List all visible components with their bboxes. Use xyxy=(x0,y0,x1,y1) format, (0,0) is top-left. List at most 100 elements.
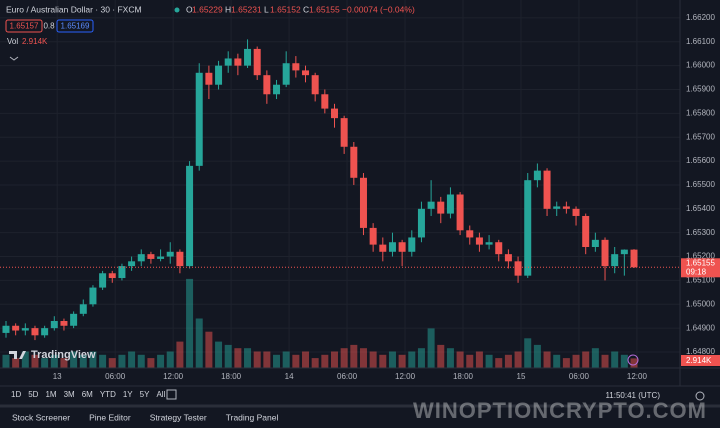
candle-body xyxy=(350,146,358,178)
calendar-icon[interactable] xyxy=(166,389,177,400)
volume-bar xyxy=(475,351,483,368)
candle-body xyxy=(562,206,570,209)
candle-body xyxy=(41,328,49,336)
volume-bar xyxy=(99,354,107,368)
candle-body xyxy=(495,242,503,255)
candle-body xyxy=(601,239,609,267)
candle-body xyxy=(2,325,10,333)
candle-body xyxy=(427,201,435,209)
volume-bar xyxy=(292,354,300,368)
volume-bar xyxy=(562,358,570,368)
settings-icon[interactable] xyxy=(695,391,705,401)
buy-box[interactable] xyxy=(56,19,94,33)
volume-bar xyxy=(244,348,252,368)
tab[interactable]: Stock Screener xyxy=(12,412,70,422)
range-button[interactable]: All xyxy=(156,390,165,399)
volume-bar xyxy=(601,354,609,368)
range-button[interactable]: 5D xyxy=(28,390,38,399)
y-tick-label: 1.65600 xyxy=(686,156,715,165)
y-tick-label: 1.65300 xyxy=(686,228,715,237)
candle-body xyxy=(543,170,551,209)
candle-body xyxy=(166,251,174,257)
candle-body xyxy=(89,287,97,305)
candle-body xyxy=(79,304,87,314)
ohlc-value: 1.65155 xyxy=(309,4,340,14)
volume-bar xyxy=(311,358,319,368)
candle-body xyxy=(504,254,512,262)
volume-bar xyxy=(234,348,242,368)
volume-bar xyxy=(572,354,580,368)
tab[interactable]: Trading Panel xyxy=(226,412,279,422)
candle-body xyxy=(224,58,232,66)
volume-bar xyxy=(495,358,503,368)
candle-body xyxy=(108,273,116,279)
volume-bar xyxy=(215,341,223,368)
volume-bar xyxy=(388,351,396,368)
buy-price[interactable]: 1.65169 xyxy=(61,22,90,31)
logo-icon xyxy=(9,351,26,359)
volume-bar xyxy=(21,351,29,368)
clock: 11:50:41 (UTC) xyxy=(605,391,660,400)
candle-body xyxy=(456,194,464,231)
candle-body xyxy=(524,180,532,276)
range-button[interactable]: 3M xyxy=(64,390,75,399)
range-button[interactable]: 1M xyxy=(45,390,56,399)
candle-body xyxy=(388,242,396,252)
volume-bar xyxy=(224,344,232,368)
y-tick-label: 1.64900 xyxy=(686,323,715,332)
candle-body xyxy=(99,273,107,288)
watermark: WINOPTIONCRYPTO.COM xyxy=(413,398,707,423)
countdown: 09:18 xyxy=(686,267,707,276)
volume-bar xyxy=(137,354,145,368)
volume-bar xyxy=(41,358,49,368)
volume-bar xyxy=(118,354,126,368)
volume-bar xyxy=(533,344,541,368)
candle-body xyxy=(572,208,580,216)
sell-box[interactable] xyxy=(5,19,43,33)
range-button[interactable]: 5Y xyxy=(140,390,150,399)
volume-bar xyxy=(620,354,628,368)
volume-bar xyxy=(379,354,387,368)
x-tick-label: 12:00 xyxy=(163,372,184,381)
range-button[interactable]: 1Y xyxy=(123,390,133,399)
volume-bar xyxy=(60,358,68,368)
tab[interactable]: Strategy Tester xyxy=(150,412,207,422)
candle-body xyxy=(12,325,20,331)
candle-body xyxy=(157,256,165,259)
ohlc-key: L xyxy=(264,4,269,14)
replay-icon[interactable] xyxy=(627,354,639,366)
candle-body xyxy=(253,48,261,76)
plot xyxy=(0,0,680,368)
volume-bar xyxy=(359,348,367,368)
candle-body xyxy=(244,48,252,66)
range-button[interactable]: YTD xyxy=(100,390,116,399)
candle-body xyxy=(533,170,541,181)
collapse-icon[interactable] xyxy=(9,56,19,61)
y-tick-label: 1.66200 xyxy=(686,13,715,22)
volume-bar xyxy=(504,354,512,368)
volume-bar xyxy=(50,354,58,368)
range-button[interactable]: 1D xyxy=(11,390,21,399)
candle-body xyxy=(359,177,367,228)
volume-bar xyxy=(108,358,116,368)
y-tick-label: 1.65200 xyxy=(686,252,715,261)
x-tick-label: 12:00 xyxy=(395,372,416,381)
candle-body xyxy=(466,230,474,238)
x-tick-label: 06:00 xyxy=(569,372,590,381)
volume-bar xyxy=(176,341,184,368)
volume-bar xyxy=(147,358,155,368)
ohlc-legend: O 1.65229 H 1.65231 L 1.65152 C 1.65155 −0.00074… xyxy=(186,4,415,14)
volume-bar xyxy=(543,351,551,368)
y-tick-label: 1.65700 xyxy=(686,132,715,141)
x-tick-label: 06:00 xyxy=(337,372,358,381)
candle-body xyxy=(321,94,329,109)
volume-bar xyxy=(166,351,174,368)
tab[interactable]: Pine Editor xyxy=(89,412,131,422)
volume-bar xyxy=(195,318,203,368)
volume-bar xyxy=(253,351,261,368)
change: −0.00074 (−0.04%) xyxy=(342,4,415,14)
range-button[interactable]: 6M xyxy=(82,390,93,399)
volume-bar xyxy=(70,351,78,368)
sell-price[interactable]: 1.65157 xyxy=(10,22,39,31)
